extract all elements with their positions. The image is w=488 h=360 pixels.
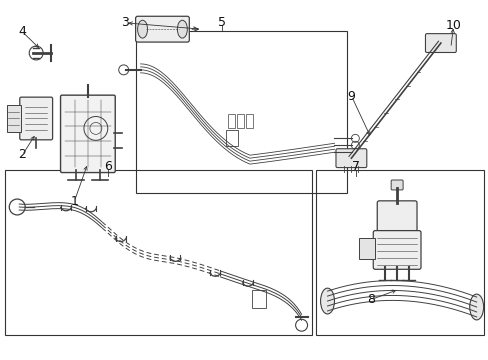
Ellipse shape bbox=[320, 288, 334, 314]
Text: 9: 9 bbox=[347, 90, 355, 103]
Text: 4: 4 bbox=[19, 25, 26, 38]
FancyBboxPatch shape bbox=[372, 231, 420, 269]
Text: 8: 8 bbox=[366, 293, 374, 306]
Text: 5: 5 bbox=[217, 15, 225, 28]
Text: 6: 6 bbox=[104, 160, 112, 173]
Bar bbox=[237, 113, 244, 129]
Text: 3: 3 bbox=[121, 16, 129, 29]
Bar bbox=[315, 170, 483, 335]
Text: 7: 7 bbox=[352, 160, 360, 173]
Text: 10: 10 bbox=[445, 19, 461, 32]
Bar bbox=[251, 290, 265, 308]
FancyBboxPatch shape bbox=[425, 33, 455, 53]
Bar bbox=[135, 31, 346, 193]
FancyBboxPatch shape bbox=[335, 149, 366, 168]
Ellipse shape bbox=[177, 20, 187, 38]
Text: 1: 1 bbox=[70, 195, 78, 208]
Bar bbox=[226, 130, 238, 146]
FancyBboxPatch shape bbox=[390, 180, 402, 190]
FancyBboxPatch shape bbox=[20, 97, 53, 140]
Bar bbox=[359, 238, 374, 260]
FancyBboxPatch shape bbox=[135, 16, 189, 42]
Ellipse shape bbox=[137, 20, 147, 38]
Bar bbox=[5, 170, 311, 335]
Bar bbox=[7, 105, 21, 132]
Bar bbox=[245, 113, 252, 129]
Ellipse shape bbox=[469, 294, 483, 320]
Bar bbox=[227, 113, 235, 129]
Text: 2: 2 bbox=[19, 148, 26, 162]
FancyBboxPatch shape bbox=[376, 201, 416, 235]
FancyBboxPatch shape bbox=[61, 95, 115, 172]
